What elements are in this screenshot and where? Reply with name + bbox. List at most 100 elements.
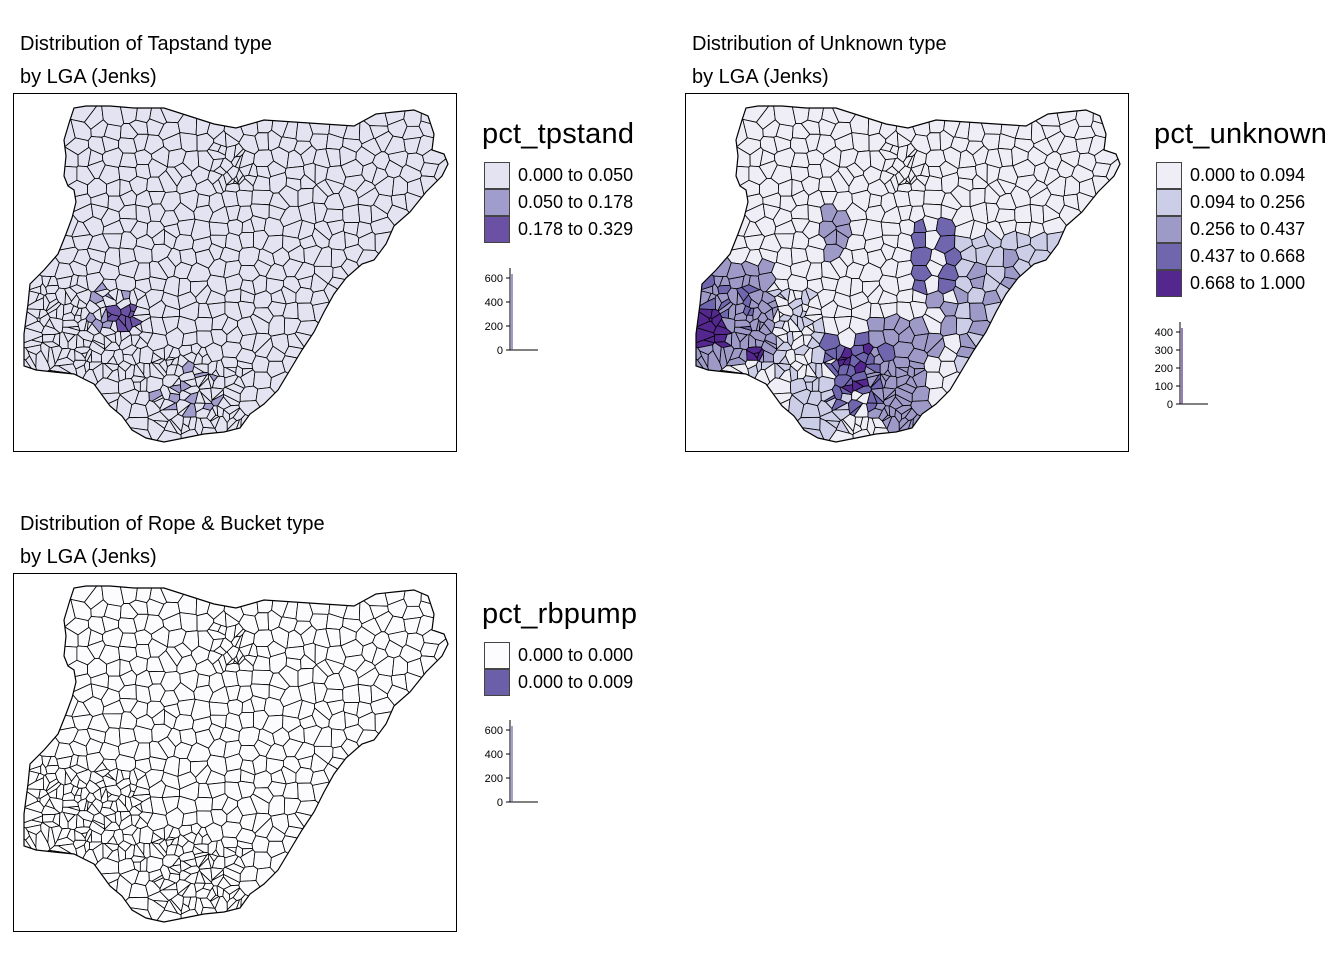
- lga-polygon: [251, 835, 270, 853]
- lga-polygon: [86, 801, 93, 811]
- lga-polygon: [219, 896, 448, 922]
- legend-label: 0.668 to 1.000: [1190, 273, 1306, 293]
- lga-polygon: [761, 291, 776, 305]
- lga-polygon: [295, 286, 314, 304]
- lga-polygon: [209, 894, 220, 902]
- lga-polygon: [207, 622, 222, 632]
- lga-polygon: [235, 669, 253, 687]
- lga-polygon: [908, 168, 916, 183]
- lga-polygon: [357, 203, 373, 225]
- lga-polygon: [24, 247, 44, 291]
- legend-swatch: [484, 216, 510, 243]
- lga-polygons: [24, 106, 448, 442]
- lga-polygon: [734, 319, 751, 328]
- lga-polygon: [758, 321, 765, 331]
- lga-polygon: [24, 641, 78, 704]
- panel-title: Distribution of Unknown type by LGA (Jen…: [692, 28, 947, 94]
- lga-polygon: [1105, 127, 1120, 239]
- nigeria-lga-map: [23, 105, 449, 443]
- lga-polygon: [89, 291, 104, 305]
- histogram-tick-label: 300: [1155, 345, 1173, 357]
- lga-polygon: [327, 756, 448, 858]
- panel-title: Distribution of Rope & Bucket type by LG…: [20, 508, 325, 574]
- lga-polygon: [323, 283, 448, 406]
- map-frame: [685, 93, 1129, 452]
- lga-polygon: [357, 683, 373, 705]
- lga-polygon: [923, 355, 942, 373]
- histogram-tick-label: 100: [1155, 381, 1173, 393]
- lga-polygon: [42, 333, 56, 343]
- lga-polygon: [236, 168, 244, 183]
- panel-title-line1: Distribution of Unknown type: [692, 33, 947, 55]
- legend-swatch: [1156, 243, 1182, 270]
- lga-polygon: [40, 341, 50, 364]
- lga-polygon: [1014, 204, 1033, 224]
- legend-label: 0.094 to 0.256: [1190, 192, 1306, 212]
- lga-polygon: [387, 684, 448, 818]
- lga-polygon: [167, 866, 181, 875]
- lga-polygon: [999, 276, 1120, 378]
- legend-label: 0.000 to 0.000: [518, 645, 634, 665]
- legend-label: 0.256 to 0.437: [1190, 219, 1306, 239]
- lga-polygon: [967, 106, 986, 142]
- lga-polygon: [41, 275, 52, 289]
- lga-polygon: [255, 867, 350, 922]
- lga-polygon: [896, 288, 914, 304]
- lga-polygon: [24, 878, 119, 922]
- lga-polygon: [132, 306, 151, 316]
- lga-polygon: [1014, 106, 1033, 141]
- lga-polygon: [1029, 203, 1045, 225]
- lga-polygon: [294, 811, 448, 918]
- lga-polygon: [696, 174, 732, 278]
- lga-polygon: [295, 586, 314, 622]
- lga-polygon: [879, 373, 887, 389]
- lga-polygon: [208, 701, 230, 716]
- histogram-tick-label: 600: [485, 273, 503, 285]
- lga-polygon: [165, 358, 175, 368]
- lga-polygon: [62, 799, 79, 808]
- lga-polygon: [342, 684, 361, 704]
- histogram-tick-label: 400: [485, 297, 503, 309]
- histogram-bar: [511, 274, 513, 350]
- legend-label: 0.178 to 0.329: [518, 219, 634, 239]
- lga-polygon: [881, 414, 892, 422]
- lga-polygon: [696, 146, 751, 168]
- country-border: [23, 105, 449, 443]
- lga-polygon: [219, 416, 448, 442]
- lga-polygon: [251, 355, 270, 373]
- lga-polygon: [175, 399, 192, 415]
- lga-polygon: [941, 371, 1120, 442]
- lga-polygons: [696, 106, 1120, 442]
- lga-polygon: [907, 189, 925, 207]
- lga-polygon: [56, 347, 72, 361]
- lga-polygon: [419, 655, 448, 744]
- lga-polygon: [24, 654, 60, 758]
- histogram-bar: [511, 726, 513, 802]
- lga-polygon: [207, 853, 215, 869]
- lga-polygon: [804, 306, 823, 316]
- lga-polygon: [24, 369, 85, 442]
- lga-polygon: [209, 414, 220, 422]
- panel-title-line1: Distribution of Rope & Bucket type: [20, 513, 325, 535]
- lga-polygon: [221, 190, 239, 208]
- country-border: [23, 585, 449, 923]
- histogram-tick-label: 400: [485, 749, 503, 761]
- lga-polygon: [966, 331, 1120, 438]
- lga-polygon: [118, 152, 138, 169]
- lga-polygon: [269, 371, 448, 442]
- lga-polygon: [893, 190, 911, 208]
- legend-histogram: 0 200 400 600: [485, 268, 538, 356]
- lga-polygon: [104, 292, 115, 301]
- lga-polygon: [132, 786, 151, 796]
- lga-polygon: [224, 768, 242, 784]
- map-frame: [13, 93, 457, 452]
- legend-swatch: [484, 642, 510, 669]
- lga-polygon: [892, 356, 911, 369]
- lga-polygon: [69, 273, 79, 289]
- legend-swatch: [1156, 216, 1182, 243]
- lga-polygon: [24, 398, 119, 442]
- lga-polygon: [387, 204, 448, 338]
- legend-label: 0.000 to 0.009: [518, 672, 634, 692]
- lga-polygon: [117, 313, 127, 328]
- lga-polygon: [118, 632, 138, 649]
